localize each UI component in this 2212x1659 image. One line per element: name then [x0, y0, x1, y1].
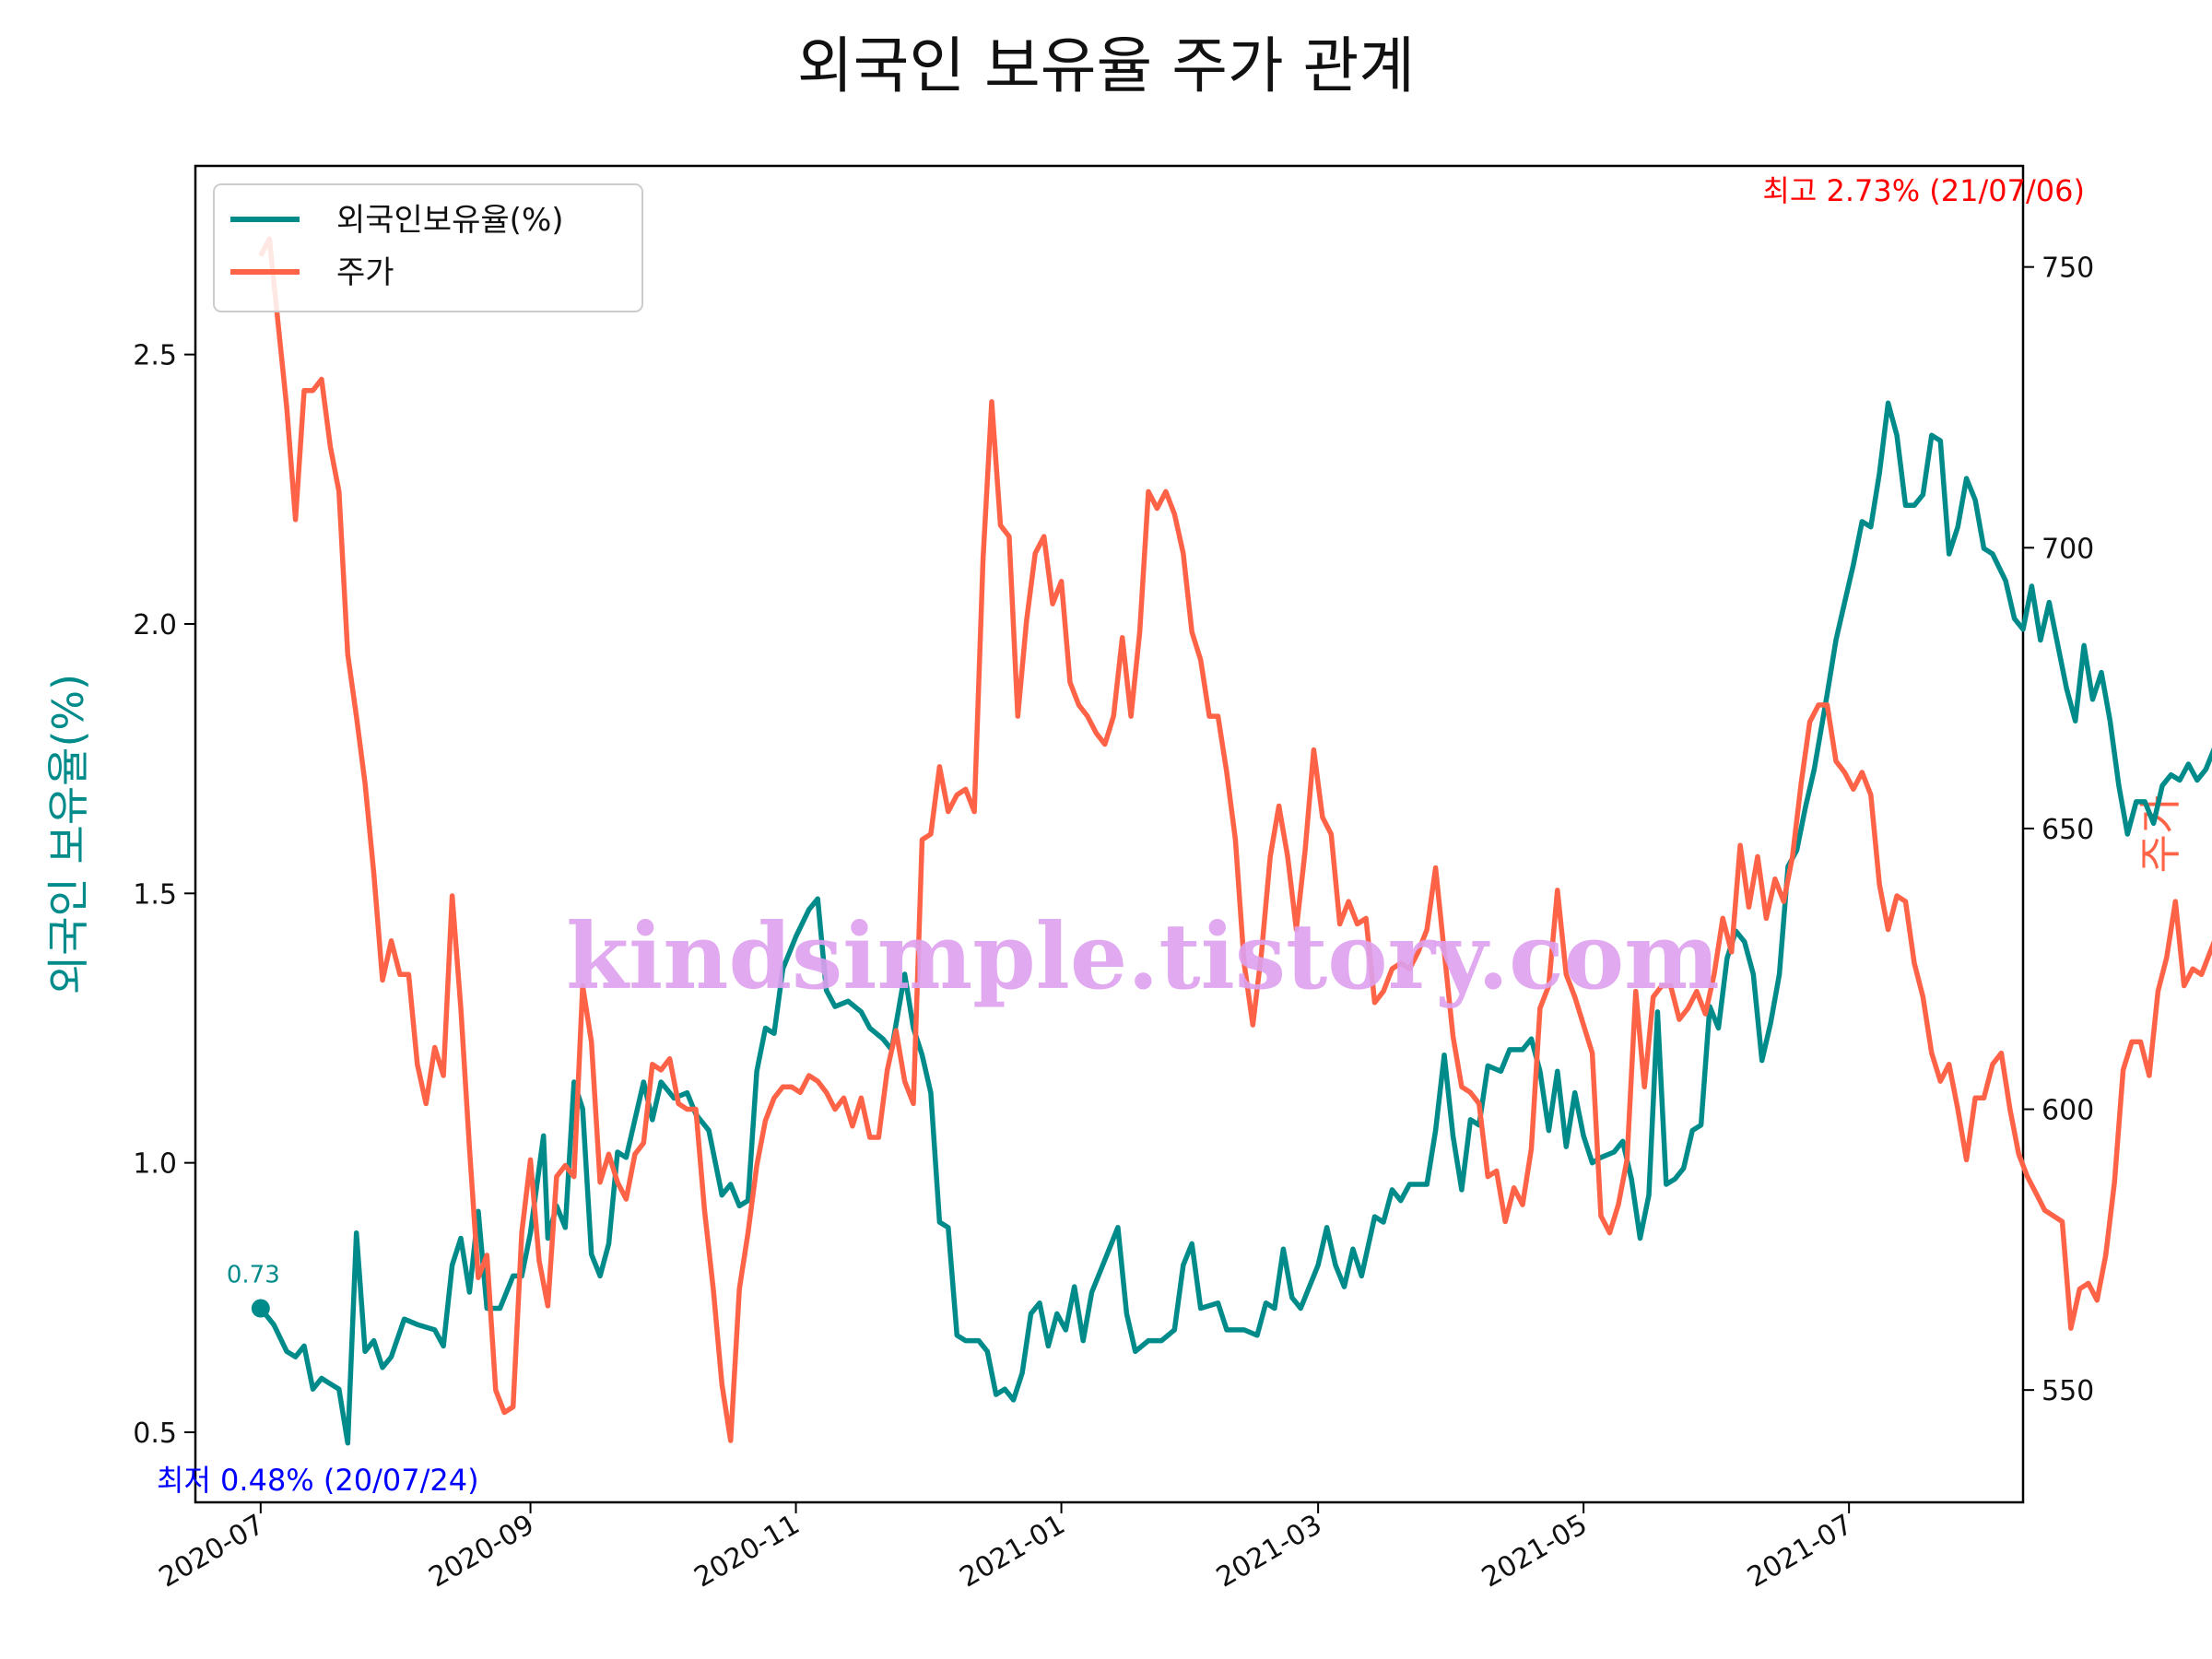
legend-label-price: 주가	[336, 254, 394, 291]
y-axis-right-ticks: 550 600 650 700 750	[2023, 253, 2094, 1407]
watermark-text: kindsimple.tistory.com	[566, 904, 1720, 1010]
y-axis-left-ticks: 0.5 1.0 1.5 2.0 2.5	[133, 340, 195, 1450]
y-left-tick-label: 1.5	[133, 878, 177, 911]
y-left-tick-label: 0.5	[133, 1418, 177, 1450]
y-right-tick-label: 700	[2041, 533, 2094, 565]
start-marker	[251, 1299, 270, 1318]
y-left-tick-label: 2.0	[133, 609, 177, 641]
y-right-tick-label: 550	[2041, 1375, 2094, 1407]
series-line-price	[258, 236, 2212, 1443]
legend: 외국인보유율(%) 주가	[213, 183, 643, 312]
y-left-tick-label: 1.0	[133, 1148, 177, 1181]
high-annotation: 최고 2.73% (21/07/06)	[1762, 173, 2085, 208]
legend-label-foreign: 외국인보유율(%)	[336, 202, 564, 239]
y-right-tick-label: 600	[2041, 1095, 2094, 1127]
series-lines	[258, 236, 2212, 1446]
annotations: 0.732.05최고 2.73% (21/07/06)최저 0.48% (20/…	[157, 173, 2085, 1498]
low-annotation: 최저 0.48% (20/07/24)	[157, 1463, 479, 1498]
y-right-tick-label: 650	[2041, 814, 2094, 846]
start-value-label: 0.73	[227, 1262, 280, 1289]
plot-frame	[194, 164, 2025, 1504]
y-axis-left-label: 외국인 보유율(%)	[43, 674, 93, 994]
series-line-foreign	[258, 400, 2212, 1446]
y-left-tick-label: 2.5	[133, 340, 177, 372]
chart-title: 외국인 보유율 주가 관계	[797, 30, 1415, 101]
y-right-tick-label: 750	[2041, 253, 2094, 285]
legend-box	[213, 183, 643, 312]
y-axis-right-label: 주가	[2136, 795, 2185, 874]
